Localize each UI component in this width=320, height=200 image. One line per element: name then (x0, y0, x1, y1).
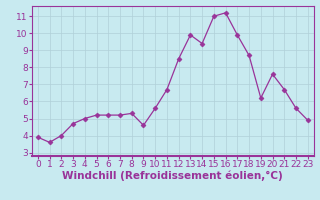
X-axis label: Windchill (Refroidissement éolien,°C): Windchill (Refroidissement éolien,°C) (62, 171, 283, 181)
